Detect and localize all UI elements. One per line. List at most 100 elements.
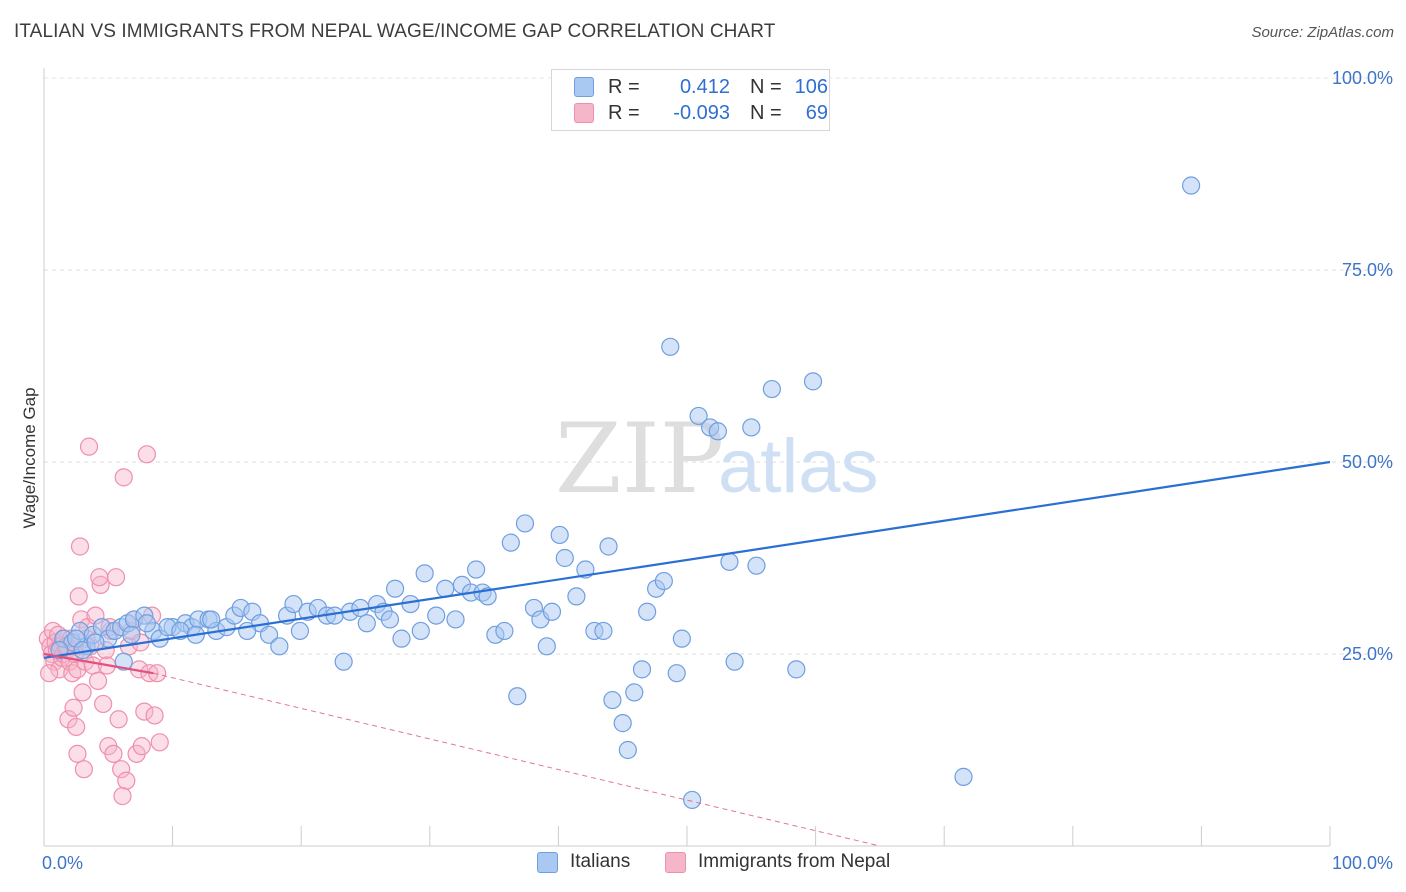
italians-point (618, 740, 637, 760)
axes (43, 68, 1331, 847)
nepal-point (40, 664, 59, 683)
y-tick-label: 25.0% (1342, 644, 1393, 664)
nepal-point (117, 771, 136, 790)
italians-point (446, 610, 465, 629)
legend-n-value: 106 (794, 75, 828, 98)
italians-point (683, 790, 702, 810)
legend-item-nepal[interactable]: Immigrants from Nepal (665, 851, 890, 873)
italians-point (725, 652, 744, 671)
series-legend: Italians Immigrants from Nepal (0, 851, 1406, 877)
nepal-point (68, 744, 87, 763)
nepal-point (114, 468, 133, 487)
y-axis-label: Wage/Income Gap (20, 387, 39, 528)
italians-trend-line (43, 460, 1331, 659)
nepal-point (135, 702, 154, 721)
italians-point (954, 767, 973, 786)
italians-point (270, 637, 289, 656)
legend-swatch-nepal (665, 851, 686, 873)
legend-label-nepal: Immigrants from Nepal (698, 851, 891, 872)
legend-n-value: 69 (805, 101, 828, 124)
italians-point (625, 683, 644, 702)
italians-point (290, 621, 310, 641)
italians-point (495, 621, 514, 641)
italians-point (401, 594, 420, 614)
italians-point (411, 621, 430, 641)
italians-point (762, 379, 781, 399)
italians-point (542, 602, 562, 621)
legend-r-value: 0.412 (679, 75, 730, 98)
italians-point (537, 637, 556, 656)
nepal-point (69, 587, 88, 606)
nepal-point (67, 717, 86, 737)
watermark: ZIP atlas (555, 403, 879, 515)
tick-labels: 25.0% 50.0% 75.0% 100.0% 0.0% 100.0% (42, 68, 1393, 873)
italians-point (747, 556, 766, 575)
gridlines (44, 77, 1392, 655)
nepal-point (73, 683, 92, 702)
italians-point (357, 614, 376, 633)
italians-point (427, 606, 446, 625)
italians-point (466, 560, 486, 579)
nepal-point (91, 575, 110, 594)
italians-point (550, 525, 569, 545)
nepal-point (113, 786, 132, 806)
nepal-point (94, 694, 113, 714)
legend-row-nepal: R = -0.093 N = 69 (574, 101, 828, 125)
italians-point (613, 714, 632, 733)
nepal-point (90, 568, 109, 587)
x-tick-label-min: 0.0% (42, 853, 83, 873)
nepal-point (137, 445, 156, 464)
italians-point (436, 579, 455, 598)
italians-point (1182, 176, 1201, 195)
x-tick-label-max: 100.0% (1332, 853, 1393, 873)
italians-point (787, 660, 806, 679)
italians-point (603, 690, 622, 710)
italians-point (508, 687, 527, 706)
legend-swatch-italians (537, 851, 558, 873)
italians-point (594, 621, 613, 641)
italians-point (137, 614, 156, 633)
legend-n-label: N = (750, 101, 782, 124)
nepal-point (132, 737, 151, 756)
legend-swatch-italians (574, 77, 594, 97)
nepal-point (150, 733, 169, 752)
italians-point (661, 337, 680, 356)
nepal-point (104, 744, 123, 763)
source-label: Source: ZipAtlas.com (1251, 24, 1394, 41)
italians-point (284, 594, 303, 614)
legend-row-italians: R = 0.412 N = 106 (574, 75, 828, 99)
legend-r-label: R = (608, 101, 640, 124)
chart-title: ITALIAN VS IMMIGRANTS FROM NEPAL WAGE/IN… (14, 21, 776, 42)
italians-point (638, 602, 657, 621)
legend-label-italians: Italians (570, 851, 631, 872)
legend-r-label: R = (608, 75, 640, 98)
legend-swatch-nepal (574, 103, 594, 123)
italians-point (667, 664, 686, 683)
italians-point (708, 422, 727, 441)
italians-point (325, 606, 344, 625)
legend-item-italians[interactable]: Italians (537, 851, 630, 873)
italians-point (114, 652, 133, 671)
italians-point (202, 610, 221, 629)
italians-point (555, 548, 574, 568)
y-tick-label: 100.0% (1332, 68, 1393, 88)
italians-point (654, 571, 673, 591)
nepal-point (59, 710, 78, 729)
nepal-point (70, 537, 90, 556)
italians-point (515, 514, 535, 533)
italians-point (415, 564, 434, 583)
nepal-point (64, 698, 83, 717)
italians-point (392, 629, 411, 648)
italians-point (334, 652, 353, 671)
legend-n-label: N = (750, 75, 782, 98)
italians-point (380, 610, 400, 629)
italians-point (567, 587, 586, 606)
italians-point (672, 629, 691, 648)
italians-point (742, 418, 761, 437)
stats-legend: R = 0.412 N = 106 R = -0.093 N = 69 (551, 69, 830, 131)
nepal-point (74, 760, 93, 779)
italians-point (501, 533, 520, 552)
italians-point (599, 537, 618, 556)
nepal-point (88, 671, 108, 690)
